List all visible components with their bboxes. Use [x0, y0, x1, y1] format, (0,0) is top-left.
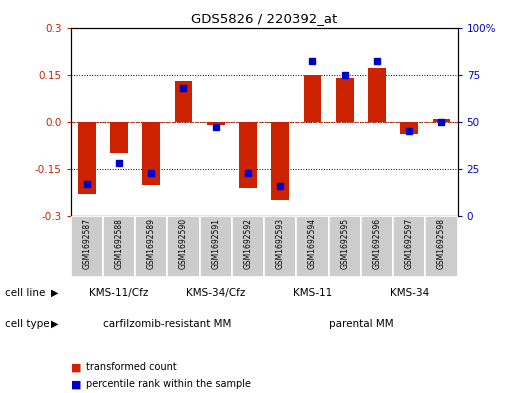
Bar [336, 78, 354, 122]
Bar [433, 119, 450, 122]
Text: cell type: cell type [5, 319, 50, 329]
Bar [175, 81, 192, 122]
Bar [361, 216, 393, 277]
Bar [78, 122, 96, 194]
Bar [110, 122, 128, 153]
Bar [393, 216, 425, 277]
Text: KMS-11: KMS-11 [293, 288, 332, 298]
Bar [200, 216, 232, 277]
Bar [328, 216, 361, 277]
Text: transformed count: transformed count [86, 362, 177, 373]
Bar [103, 216, 135, 277]
Bar [135, 216, 167, 277]
Bar [425, 216, 458, 277]
Text: ▶: ▶ [51, 319, 59, 329]
Bar [401, 122, 418, 134]
Bar [264, 216, 297, 277]
Bar [297, 216, 328, 277]
Text: ■: ■ [71, 379, 81, 389]
Bar [167, 216, 200, 277]
Text: parental MM: parental MM [328, 319, 393, 329]
Text: KMS-34: KMS-34 [390, 288, 429, 298]
Text: GSM1692587: GSM1692587 [82, 218, 91, 269]
Text: GSM1692594: GSM1692594 [308, 218, 317, 269]
Text: KMS-34/Cfz: KMS-34/Cfz [186, 288, 245, 298]
Text: percentile rank within the sample: percentile rank within the sample [86, 379, 251, 389]
Bar [232, 216, 264, 277]
Text: GSM1692588: GSM1692588 [115, 218, 123, 269]
Text: GSM1692598: GSM1692598 [437, 218, 446, 269]
Bar [304, 75, 321, 122]
Text: GSM1692591: GSM1692591 [211, 218, 220, 269]
Text: KMS-11/Cfz: KMS-11/Cfz [89, 288, 149, 298]
Bar [368, 68, 386, 122]
Bar [207, 122, 224, 125]
Text: GSM1692593: GSM1692593 [276, 218, 285, 269]
Text: ■: ■ [71, 362, 81, 373]
Text: carfilzomib-resistant MM: carfilzomib-resistant MM [103, 319, 232, 329]
Bar [142, 122, 160, 185]
Text: GSM1692590: GSM1692590 [179, 218, 188, 269]
Text: GSM1692597: GSM1692597 [405, 218, 414, 269]
Text: cell line: cell line [5, 288, 46, 298]
Title: GDS5826 / 220392_at: GDS5826 / 220392_at [191, 12, 337, 25]
Text: GSM1692596: GSM1692596 [372, 218, 381, 269]
Text: GSM1692589: GSM1692589 [147, 218, 156, 269]
Bar [239, 122, 257, 188]
Text: GSM1692592: GSM1692592 [244, 218, 253, 269]
Text: ▶: ▶ [51, 288, 59, 298]
Bar [271, 122, 289, 200]
Text: GSM1692595: GSM1692595 [340, 218, 349, 269]
Bar [71, 216, 103, 277]
